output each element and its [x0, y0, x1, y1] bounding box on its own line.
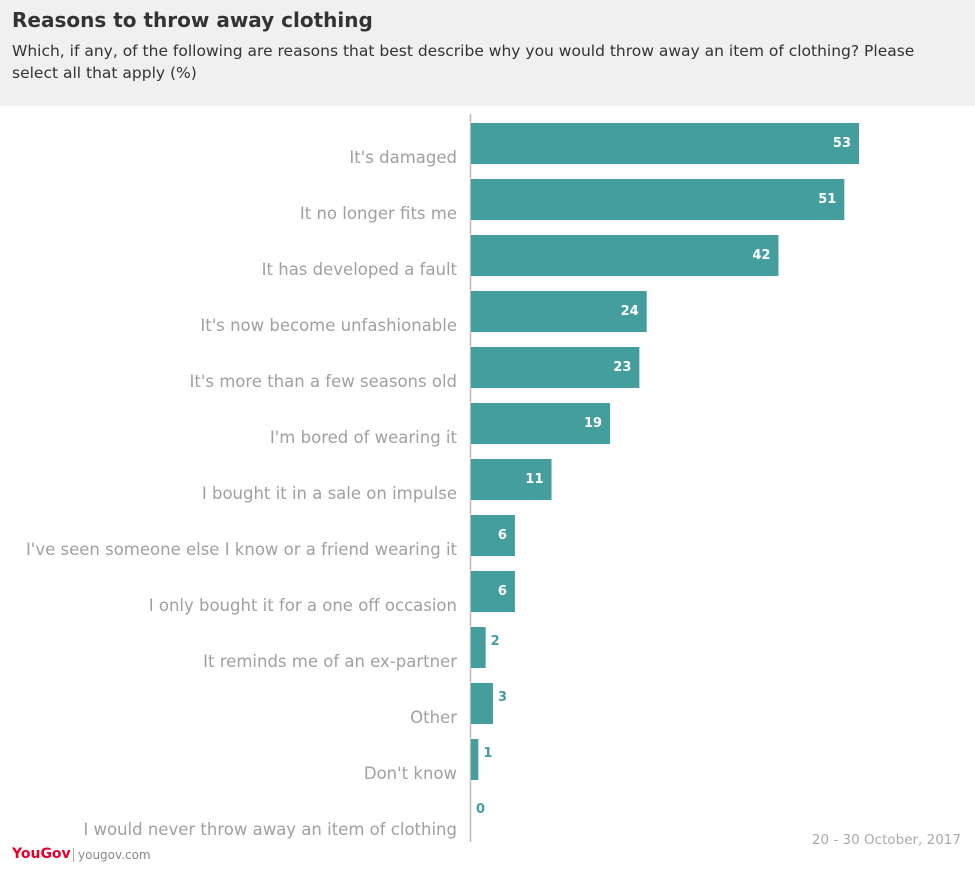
value-label: 24	[621, 304, 639, 319]
bar	[471, 739, 479, 780]
bar	[471, 235, 779, 276]
category-label: It's now become unfashionable	[200, 316, 457, 335]
category-label: Don't know	[364, 764, 457, 783]
value-label: 51	[818, 192, 836, 207]
bar	[471, 123, 859, 164]
value-label: 1	[483, 746, 492, 761]
value-label: 11	[525, 472, 543, 487]
source: yougov.com	[73, 848, 151, 862]
bar	[471, 179, 845, 220]
bar	[471, 291, 647, 332]
category-label: I bought it in a sale on impulse	[202, 484, 457, 503]
bar	[471, 683, 493, 724]
value-label: 6	[498, 528, 507, 543]
brand-logo: YouGov	[12, 846, 71, 862]
value-label: 53	[833, 136, 851, 151]
value-label: 0	[476, 802, 485, 817]
bar	[471, 403, 611, 444]
value-label: 23	[613, 360, 631, 375]
value-label: 6	[498, 584, 507, 599]
bar	[471, 571, 515, 612]
category-label: I only bought it for a one off occasion	[149, 596, 457, 615]
chart-subtitle: Which, if any, of the following are reas…	[12, 42, 915, 82]
bar	[471, 515, 515, 556]
category-label: I'm bored of wearing it	[270, 428, 458, 447]
category-label: It's more than a few seasons old	[190, 372, 458, 391]
category-label: It has developed a fault	[262, 260, 458, 279]
header: Reasons to throw away clothing Which, if…	[0, 0, 975, 106]
category-label: It reminds me of an ex-partner	[203, 652, 457, 671]
value-label: 42	[752, 248, 770, 263]
date-note: 20 - 30 October, 2017	[811, 832, 961, 848]
category-label: I would never throw away an item of clot…	[83, 820, 457, 839]
value-label: 2	[491, 634, 500, 649]
bar	[471, 627, 486, 668]
chart-title: Reasons to throw away clothing	[12, 8, 373, 32]
category-label: It's damaged	[349, 148, 457, 167]
value-label: 3	[498, 690, 507, 705]
category-label: It no longer fits me	[300, 204, 457, 223]
category-label: Other	[410, 708, 457, 727]
bar	[471, 459, 552, 500]
category-label: I've seen someone else I know or a frien…	[26, 540, 458, 559]
bar	[471, 347, 640, 388]
value-label: 19	[584, 416, 602, 431]
